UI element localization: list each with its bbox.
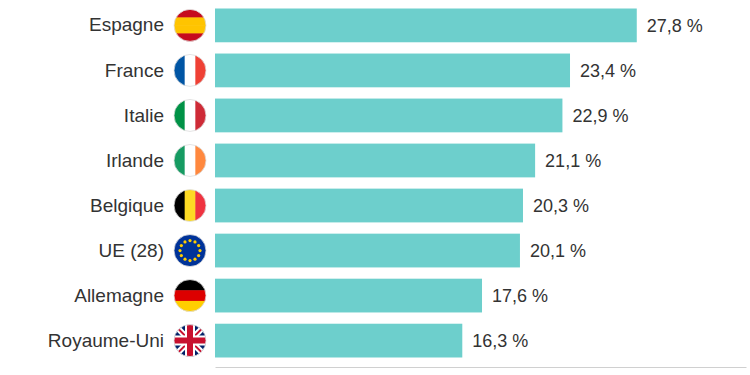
category-label: Belgique — [90, 195, 164, 216]
bar — [215, 234, 520, 268]
value-axis — [216, 367, 747, 368]
flag-stripe — [174, 25, 206, 34]
flag-outline — [174, 54, 206, 86]
flag-stripe — [185, 144, 196, 176]
flag-stripe — [185, 54, 196, 86]
data-labels: 27,8 % 23,4 % 22,9 % 21,1 % 20,3 % 20,1 % 17,6… — [472, 16, 703, 351]
tick: Allemagne — [74, 285, 164, 306]
flag-field — [174, 325, 206, 357]
tick: Belgique — [90, 195, 164, 216]
chart: 27,8 % 23,4 % 22,9 % 21,1 % 20,3 % 20,1 % 17,6… — [0, 0, 750, 375]
bars — [215, 9, 637, 358]
data-label: 27,8 % — [647, 16, 703, 36]
data-label: 22,9 % — [572, 106, 628, 126]
flag-stripe — [174, 290, 206, 301]
tick: Irlande — [106, 150, 164, 171]
flag-cross — [174, 325, 206, 357]
bar — [215, 189, 523, 223]
flag-stripe — [174, 33, 206, 42]
flag-outline — [174, 325, 206, 357]
flag-star — [183, 240, 186, 243]
bar — [215, 9, 637, 43]
flag-star — [188, 239, 191, 242]
data-label: 20,3 % — [533, 196, 589, 216]
flag-cross — [187, 325, 193, 357]
tick: UE (28) — [99, 240, 164, 261]
data-label: 20,1 % — [530, 241, 586, 261]
flag-stripe — [174, 99, 185, 131]
category-label: Allemagne — [74, 285, 164, 306]
bar — [215, 99, 562, 133]
category-label: Royaume-Uni — [48, 330, 164, 351]
flag-cross — [174, 325, 206, 357]
flag-outline — [174, 99, 206, 131]
category-label: Irlande — [106, 150, 164, 171]
flag-field — [174, 235, 206, 267]
flag-cross — [174, 325, 206, 357]
axis-line — [216, 367, 747, 368]
flag-stripe — [174, 190, 185, 222]
flag — [174, 144, 207, 176]
category-axis: Espagne France Italie Irlande Belgique UE (28… — [48, 14, 164, 350]
flag-star — [193, 258, 196, 261]
tick: Italie — [124, 105, 164, 126]
flag-stripe — [174, 17, 206, 26]
flag-star — [183, 258, 186, 261]
category-label: Espagne — [89, 14, 164, 35]
bar — [215, 144, 535, 178]
flag-star — [193, 240, 196, 243]
flag-outline — [174, 235, 206, 267]
data-label: 21,1 % — [545, 151, 601, 171]
flag-outline — [174, 9, 206, 41]
flag-cross — [174, 325, 206, 357]
data-label: 17,6 % — [492, 286, 548, 306]
flag — [174, 325, 206, 357]
flag-stripe — [185, 99, 196, 131]
category-label: France — [105, 60, 164, 81]
data-label: 23,4 % — [580, 61, 636, 81]
category-label: Italie — [124, 105, 164, 126]
flag-stripe — [185, 190, 196, 222]
flag-star — [180, 254, 183, 257]
flag-star — [180, 244, 183, 247]
flag-star — [188, 259, 191, 262]
bar — [215, 324, 462, 358]
tick: France — [105, 60, 164, 81]
flag-star — [178, 249, 181, 252]
flag-outline — [174, 144, 206, 176]
tick: Espagne — [89, 14, 164, 35]
flag-star — [197, 244, 200, 247]
flag-stripe — [174, 280, 206, 291]
flag — [174, 280, 206, 313]
flag — [174, 99, 207, 131]
flag-outline — [174, 190, 206, 222]
flag-star — [198, 249, 201, 252]
flag-stripe — [174, 54, 185, 86]
data-label: 16,3 % — [472, 331, 528, 351]
tick: Royaume-Uni — [48, 330, 164, 351]
category-label: UE (28) — [99, 240, 164, 261]
flag-star — [197, 254, 200, 257]
flag-outline — [174, 280, 206, 312]
flag — [174, 190, 207, 222]
flag — [174, 9, 206, 42]
flag — [174, 235, 206, 267]
flags — [174, 9, 207, 356]
bar — [215, 54, 570, 88]
flag-stripe — [174, 144, 185, 176]
flag — [174, 54, 207, 86]
bar — [215, 279, 482, 313]
